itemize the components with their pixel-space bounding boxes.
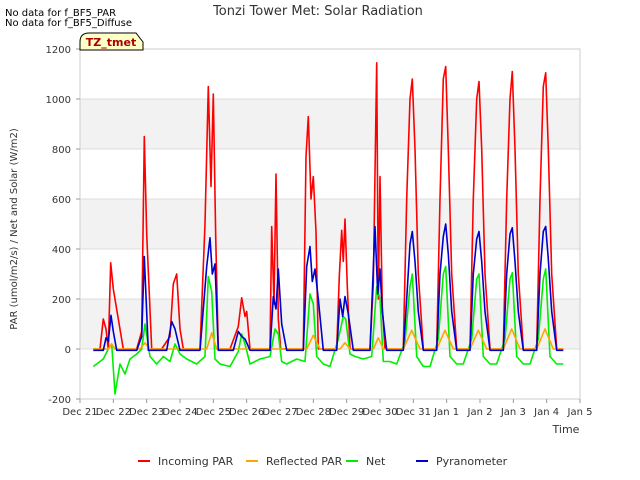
- legend-label: Net: [366, 455, 386, 468]
- x-tick-label: Dec 29: [329, 407, 364, 418]
- y-axis-label: PAR (umol/m2/s) / Net and Solar (W/m2): [9, 128, 20, 330]
- x-tick-label: Dec 28: [296, 407, 331, 418]
- no-data-note-diffuse: No data for f_BF5_Diffuse: [5, 18, 132, 29]
- legend-label: Incoming PAR: [158, 455, 234, 468]
- x-tick-label: Dec 31: [396, 407, 431, 418]
- site-badge: TZ_tmet: [79, 32, 144, 51]
- x-tick-label: Dec 22: [96, 407, 131, 418]
- y-tick-label: 600: [52, 195, 71, 206]
- x-tick-label: Dec 26: [229, 407, 264, 418]
- site-badge-label: TZ_tmet: [86, 36, 136, 49]
- y-tick-label: 1000: [46, 95, 71, 106]
- x-tick-label: Jan 4: [533, 407, 559, 418]
- y-tick-label: -200: [48, 395, 71, 406]
- plot-frame: [79, 48, 581, 400]
- y-tick-label: 400: [52, 245, 71, 256]
- y-tick-label: 200: [52, 295, 71, 306]
- x-tick-label: Dec 27: [262, 407, 297, 418]
- x-tick-label: Jan 1: [433, 407, 459, 418]
- plot-band: [80, 199, 580, 249]
- chart-title: Tonzi Tower Met: Solar Radiation: [212, 4, 423, 19]
- x-tick-label: Dec 23: [129, 407, 164, 418]
- series-line-pyranometer: [93, 223, 564, 352]
- x-tick-label: Jan 5: [567, 407, 593, 418]
- x-tick-label: Jan 3: [500, 407, 526, 418]
- y-tick-label: 0: [65, 345, 71, 356]
- x-axis-label: Time: [552, 423, 580, 436]
- x-tick-label: Dec 21: [62, 407, 97, 418]
- series-line-net: [92, 265, 564, 395]
- x-tick-label: Jan 2: [467, 407, 493, 418]
- legend-label: Pyranometer: [436, 455, 508, 468]
- x-tick-label: Dec 25: [196, 407, 231, 418]
- series-line-incoming-par: [93, 61, 564, 350]
- plot-band: [80, 99, 580, 149]
- legend: Incoming PAR Reflected PAR Net Pyranometer: [138, 455, 508, 468]
- no-data-note-par: No data for f_BF5_PAR: [5, 8, 117, 19]
- x-tick-label: Dec 24: [162, 407, 197, 418]
- legend-label: Reflected PAR: [266, 455, 343, 468]
- y-tick-label: 1200: [46, 45, 71, 56]
- x-tick-label: Dec 30: [362, 407, 397, 418]
- plot-band: [80, 299, 580, 349]
- y-tick-label: 800: [52, 145, 71, 156]
